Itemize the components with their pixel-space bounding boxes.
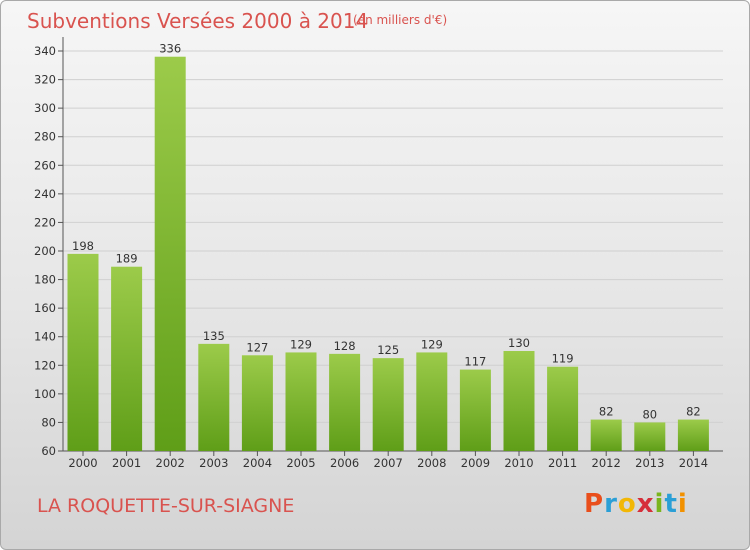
proxiti-logo[interactable]: Proxiti bbox=[584, 489, 688, 519]
x-tick-label: 2013 bbox=[635, 456, 664, 470]
value-label-2012: 82 bbox=[599, 405, 614, 419]
value-label-2011: 119 bbox=[552, 352, 574, 366]
value-label-2004: 127 bbox=[246, 340, 268, 354]
bar-2014 bbox=[677, 419, 709, 451]
x-tick-label: 2009 bbox=[461, 456, 490, 470]
y-tick-label: 100 bbox=[34, 387, 56, 401]
bar-2001 bbox=[111, 266, 143, 451]
bar-2006 bbox=[329, 353, 361, 451]
y-tick-label: 320 bbox=[34, 73, 56, 87]
x-tick-label: 2011 bbox=[548, 456, 577, 470]
value-label-2007: 125 bbox=[377, 343, 399, 357]
value-label-2014: 82 bbox=[686, 405, 701, 419]
bars bbox=[67, 56, 709, 451]
x-tick-label: 2008 bbox=[417, 456, 446, 470]
y-tick-label: 280 bbox=[34, 130, 56, 144]
commune-name: LA ROQUETTE-SUR-SIAGNE bbox=[37, 495, 295, 517]
bar-2002 bbox=[154, 56, 186, 451]
x-tick-label: 2007 bbox=[374, 456, 403, 470]
bar-2000 bbox=[67, 253, 99, 451]
logo-letter: i bbox=[654, 489, 665, 519]
logo-letter: r bbox=[604, 489, 618, 519]
bar-2010 bbox=[503, 351, 535, 451]
x-tick-label: 2005 bbox=[286, 456, 315, 470]
x-tick-label: 2006 bbox=[330, 456, 359, 470]
y-tick-label: 340 bbox=[34, 44, 56, 58]
value-label-2008: 129 bbox=[421, 337, 443, 351]
bar-2011 bbox=[547, 366, 579, 451]
y-tick-label: 240 bbox=[34, 187, 56, 201]
value-label-2006: 128 bbox=[334, 339, 356, 353]
logo-letter: t bbox=[664, 489, 678, 519]
x-tick-label: 2002 bbox=[156, 456, 185, 470]
x-tick-label: 2000 bbox=[68, 456, 97, 470]
bar-2004 bbox=[241, 355, 273, 451]
data-labels: 198 189 336 135 127 129 128 125 129 117 130 119 82 80… bbox=[72, 42, 701, 422]
y-tick-label: 140 bbox=[34, 330, 56, 344]
x-tick-label: 2012 bbox=[592, 456, 621, 470]
value-label-2009: 117 bbox=[464, 355, 486, 369]
y-tick-label: 300 bbox=[34, 101, 56, 115]
x-tick-label: 2010 bbox=[504, 456, 533, 470]
logo-letter: i bbox=[677, 489, 688, 519]
value-label-2005: 129 bbox=[290, 337, 312, 351]
logo-letter: o bbox=[617, 489, 637, 519]
logo-letter: x bbox=[636, 489, 655, 519]
x-tick-label: 2014 bbox=[679, 456, 708, 470]
bar-2012 bbox=[590, 419, 622, 451]
value-label-2001: 189 bbox=[116, 252, 138, 266]
bar-2013 bbox=[634, 422, 666, 451]
chart-subtitle: (en milliers d'€) bbox=[353, 13, 448, 27]
bar-2005 bbox=[285, 352, 317, 451]
bar-2007 bbox=[372, 358, 404, 451]
y-tick-label: 120 bbox=[34, 358, 56, 372]
bar-2008 bbox=[416, 352, 448, 451]
value-label-2002: 336 bbox=[159, 42, 181, 56]
x-tick-label: 2001 bbox=[112, 456, 141, 470]
y-tick-label: 180 bbox=[34, 273, 56, 287]
logo-letter: P bbox=[584, 489, 605, 519]
chart-title: Subventions Versées 2000 à 2014 bbox=[27, 9, 369, 33]
value-label-2000: 198 bbox=[72, 239, 94, 253]
value-label-2003: 135 bbox=[203, 329, 225, 343]
bar-2009 bbox=[459, 369, 491, 451]
y-tick-label: 200 bbox=[34, 244, 56, 258]
y-tick-label: 160 bbox=[34, 301, 56, 315]
y-tick-label: 60 bbox=[41, 444, 56, 458]
y-tick-label: 260 bbox=[34, 158, 56, 172]
y-tick-label: 80 bbox=[41, 415, 56, 429]
bar-2003 bbox=[198, 343, 230, 451]
x-tick-label: 2003 bbox=[199, 456, 228, 470]
value-label-2010: 130 bbox=[508, 336, 530, 350]
x-tick-label: 2004 bbox=[243, 456, 272, 470]
value-label-2013: 80 bbox=[642, 407, 657, 421]
y-tick-label: 220 bbox=[34, 215, 56, 229]
